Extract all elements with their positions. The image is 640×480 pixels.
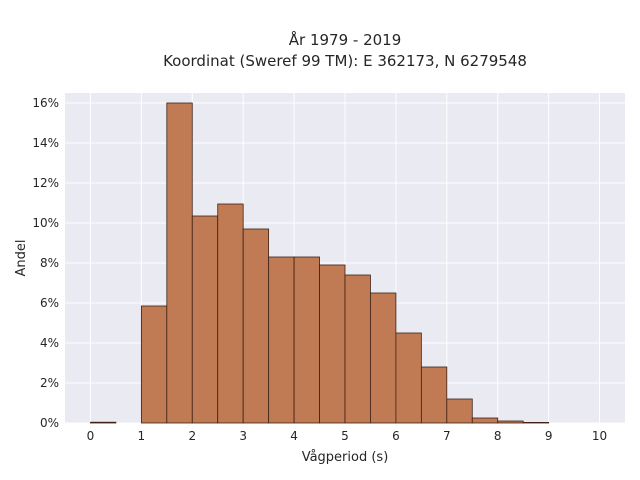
histogram-bar [191, 215, 219, 424]
y-axis-label: Andel [14, 240, 29, 277]
x-tick-label: 6 [392, 429, 400, 443]
histogram-bar [344, 274, 371, 424]
x-tick-label: 4 [290, 429, 298, 443]
y-tick-label: 14% [32, 136, 59, 150]
histogram-bar [395, 332, 422, 424]
histogram-bar [166, 102, 193, 424]
x-tick-label: 0 [87, 429, 95, 443]
chart-subtitle: Koordinat (Sweref 99 TM): E 362173, N 62… [163, 52, 527, 70]
histogram-bar [420, 366, 448, 424]
histogram-bar [293, 256, 320, 424]
x-tick-label: 10 [592, 429, 607, 443]
y-tick-label: 8% [40, 256, 59, 270]
y-tick-label: 10% [32, 216, 59, 230]
x-axis-ticks: 0 1 2 3 4 5 6 7 8 9 10 [87, 429, 608, 443]
histogram-bar [497, 420, 524, 424]
y-axis-ticks: 0% 2% 4% 6% 8% 10% 12% 14% 16% [32, 96, 59, 430]
x-tick-label: 9 [545, 429, 553, 443]
x-tick-label: 7 [443, 429, 451, 443]
chart-title: År 1979 - 2019 [289, 30, 402, 49]
histogram-bar [446, 398, 473, 424]
bars [90, 102, 550, 424]
x-tick-label: 1 [138, 429, 146, 443]
y-tick-label: 6% [40, 296, 59, 310]
histogram-bar [522, 421, 550, 424]
x-tick-label: 8 [494, 429, 502, 443]
x-tick-label: 3 [239, 429, 247, 443]
histogram-bar [471, 417, 499, 424]
y-tick-label: 12% [32, 176, 59, 190]
histogram-bar [217, 203, 244, 424]
x-axis-label: Vågperiod (s) [302, 450, 389, 465]
histogram-bar [370, 292, 397, 424]
histogram-bar [268, 256, 295, 424]
y-tick-label: 2% [40, 376, 59, 390]
x-tick-label: 2 [188, 429, 196, 443]
y-tick-label: 4% [40, 336, 59, 350]
histogram-bar [90, 421, 117, 424]
y-tick-label: 16% [32, 96, 59, 110]
histogram-bar [319, 264, 346, 424]
x-tick-label: 5 [341, 429, 349, 443]
y-tick-label: 0% [40, 416, 59, 430]
histogram-bar [140, 305, 168, 424]
histogram-bar [242, 228, 270, 424]
